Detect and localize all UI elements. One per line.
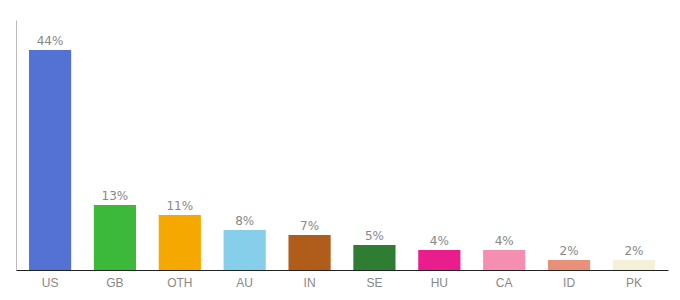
chart: US GB OTH AU IN SE HU CA ID PK 44% 13% 11% 8% 7% 5% 4% 4%… — [0, 0, 680, 300]
data-label: 8% — [235, 214, 254, 228]
x-tick: US — [42, 276, 59, 290]
x-tick-label: GB — [106, 276, 123, 290]
x-tick: CA — [496, 276, 513, 290]
x-tick-label: IN — [304, 276, 316, 290]
bar — [548, 260, 590, 270]
y-axis-line — [16, 21, 17, 271]
x-tick: AU — [236, 276, 253, 290]
x-axis-line — [17, 270, 669, 271]
x-tick-label: HU — [431, 276, 448, 290]
x-tick: OTH — [167, 276, 192, 290]
data-label: 44% — [37, 34, 64, 48]
bar — [288, 235, 330, 270]
x-tick-label: PK — [626, 276, 642, 290]
x-tick: ID — [563, 276, 575, 290]
bars — [29, 50, 655, 270]
data-labels: 44% 13% 11% 8% 7% 5% 4% 4% 2% 2% — [37, 34, 644, 258]
data-label: 4% — [430, 234, 449, 248]
x-tick: SE — [366, 276, 382, 290]
bar — [483, 250, 525, 270]
x-tick: HU — [431, 276, 448, 290]
data-label: 7% — [300, 219, 319, 233]
x-tick-label: AU — [236, 276, 253, 290]
data-label: 5% — [365, 229, 384, 243]
bar — [224, 230, 266, 270]
bar — [613, 260, 655, 270]
bar — [29, 50, 71, 270]
plot: US GB OTH AU IN SE HU CA ID PK 44% 13% 11% 8% 7% 5% 4% 4%… — [17, 21, 669, 291]
data-label: 2% — [624, 244, 643, 258]
data-label: 2% — [560, 244, 579, 258]
x-tick-label: SE — [366, 276, 382, 290]
x-tick: IN — [304, 276, 316, 290]
bar — [159, 215, 201, 270]
x-tick-label: CA — [496, 276, 513, 290]
x-tick-label: US — [42, 276, 59, 290]
bar — [418, 250, 460, 270]
y-axis — [16, 21, 17, 271]
data-label: 13% — [102, 189, 129, 203]
bar — [353, 245, 395, 270]
data-label: 11% — [166, 199, 193, 213]
x-tick-label: ID — [563, 276, 575, 290]
x-axis: US GB OTH AU IN SE HU CA ID PK — [17, 271, 669, 291]
x-tick: PK — [626, 276, 642, 290]
x-tick-label: OTH — [167, 276, 192, 290]
x-tick: GB — [106, 276, 123, 290]
data-label: 4% — [495, 234, 514, 248]
bar — [94, 205, 136, 270]
